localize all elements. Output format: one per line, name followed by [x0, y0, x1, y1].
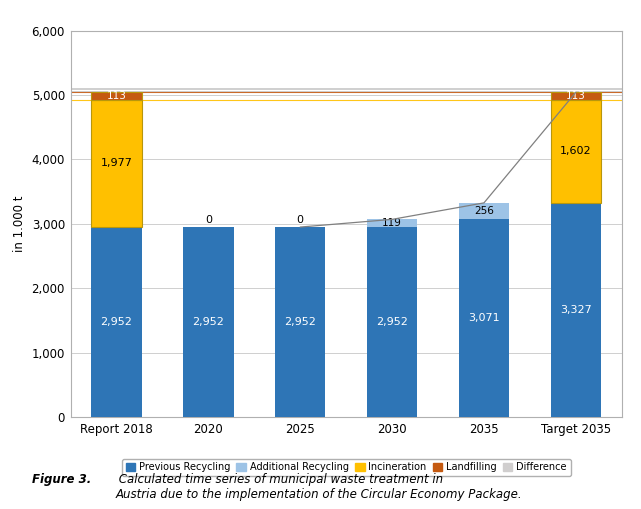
Bar	[91, 100, 142, 227]
Text: 3,071: 3,071	[468, 314, 500, 323]
Bar	[551, 92, 601, 100]
Text: 119: 119	[382, 218, 402, 228]
Text: 0: 0	[205, 215, 212, 225]
Text: 1,602: 1,602	[560, 146, 592, 156]
Legend: Previous Recycling, Additional Recycling, Incineration, Landfilling, Difference: Previous Recycling, Additional Recycling…	[122, 459, 570, 476]
Text: 3,327: 3,327	[560, 305, 592, 315]
Bar	[459, 219, 509, 417]
Text: 113: 113	[566, 91, 586, 101]
Y-axis label: in 1.000 t: in 1.000 t	[13, 195, 26, 252]
Bar	[459, 203, 509, 219]
Bar	[91, 227, 142, 417]
Text: 256: 256	[474, 206, 494, 216]
Text: Figure 3.: Figure 3.	[32, 473, 91, 487]
Bar	[367, 219, 417, 227]
Bar	[183, 227, 233, 417]
Text: 113: 113	[106, 91, 126, 101]
Bar	[367, 227, 417, 417]
Bar	[91, 92, 142, 100]
Text: 2,952: 2,952	[284, 317, 316, 327]
Text: 2,952: 2,952	[101, 317, 133, 327]
Text: 2,952: 2,952	[376, 317, 408, 327]
Text: 2,952: 2,952	[192, 317, 224, 327]
Text: 1,977: 1,977	[101, 158, 133, 168]
Bar	[275, 227, 326, 417]
Bar	[551, 100, 601, 203]
Text: 0: 0	[297, 215, 304, 225]
Text: Calculated time series of municipal waste treatment in
Austria due to the implem: Calculated time series of municipal wast…	[115, 473, 522, 501]
Bar	[551, 203, 601, 417]
